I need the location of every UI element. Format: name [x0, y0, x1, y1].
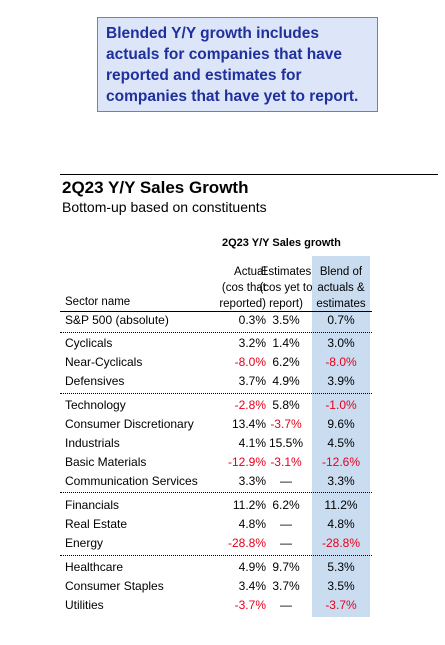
actual-cell: 13.4% — [231, 417, 266, 431]
actual-cell: 3.3% — [238, 474, 266, 488]
actual-cell: 4.1% — [238, 436, 266, 450]
sector-cell: Real Estate — [65, 517, 128, 531]
header-blend-line3: estimates — [316, 298, 366, 310]
estimates-cell: 9.7% — [272, 560, 300, 574]
header-actual-line2: (cos that — [221, 282, 266, 294]
sector-cell: Cyclicals — [65, 336, 113, 350]
table-row: Communication Services 3.3% — 3.3% — [62, 474, 372, 492]
header-blend-line1: Blend of — [319, 266, 363, 278]
table-title: 2Q23 Y/Y Sales growth — [222, 237, 341, 249]
actual-cell: -8.0% — [234, 355, 266, 369]
blend-cell: 3.0% — [327, 336, 355, 350]
estimates-cell: -3.7% — [270, 417, 302, 431]
table-row: Cyclicals 3.2% 1.4% 3.0% — [62, 336, 372, 354]
estimates-cell: — — [280, 474, 292, 488]
table-row: Basic Materials -12.9% -3.1% -12.6% — [62, 455, 372, 473]
actual-cell: 4.8% — [238, 517, 266, 531]
estimates-cell: 3.7% — [272, 579, 300, 593]
estimates-cell: — — [280, 517, 292, 531]
blend-cell: -8.0% — [325, 355, 357, 369]
sector-cell: Near-Cyclicals — [65, 355, 143, 369]
actual-cell: 3.4% — [238, 579, 266, 593]
actual-cell: 3.7% — [238, 374, 266, 388]
table-row: Industrials 4.1% 15.5% 4.5% — [62, 436, 372, 454]
table-row: Financials 11.2% 6.2% 11.2% — [62, 498, 372, 516]
estimates-cell: 6.2% — [272, 498, 300, 512]
estimates-cell: 5.8% — [272, 398, 300, 412]
blend-cell: 4.5% — [327, 436, 355, 450]
estimates-cell: — — [280, 536, 292, 550]
table-row: Consumer Discretionary 13.4% -3.7% 9.6% — [62, 417, 372, 435]
blend-cell: 9.6% — [327, 417, 355, 431]
header-sector-name: Sector name — [65, 296, 131, 308]
header-estimates-line2: (cos yet to — [259, 282, 313, 294]
sector-cell: Technology — [65, 398, 126, 412]
sector-cell: Industrials — [65, 436, 120, 450]
actual-cell: 4.9% — [238, 560, 266, 574]
blend-cell: 3.5% — [327, 579, 355, 593]
actual-cell: 11.2% — [232, 498, 266, 512]
table-row: Near-Cyclicals -8.0% 6.2% -8.0% — [62, 355, 372, 373]
actual-cell: -28.8% — [227, 536, 266, 550]
callout-note: Blended Y/Y growth includes actuals for … — [97, 17, 378, 112]
table-row: S&P 500 (absolute) 0.3% 3.5% 0.7% — [62, 313, 372, 331]
actual-cell: -2.8% — [234, 398, 266, 412]
title-rule — [60, 174, 438, 175]
sector-cell: Communication Services — [65, 474, 198, 488]
sector-cell: Basic Materials — [65, 455, 147, 469]
sector-cell: Consumer Staples — [65, 579, 164, 593]
header-blend-line2: actuals & — [317, 282, 365, 294]
sector-cell: Consumer Discretionary — [65, 417, 194, 431]
page-subtitle: Bottom-up based on constituents — [62, 199, 267, 215]
group-divider — [60, 332, 372, 333]
sector-cell: Utilities — [65, 598, 104, 612]
table-row: Energy -28.8% — -28.8% — [62, 536, 372, 554]
actual-cell: 3.2% — [238, 336, 266, 350]
table-row: Real Estate 4.8% — 4.8% — [62, 517, 372, 535]
sector-cell: S&P 500 (absolute) — [65, 313, 169, 327]
estimates-cell: 3.5% — [272, 313, 300, 327]
blend-cell: 5.3% — [327, 560, 355, 574]
header-rule — [60, 311, 372, 312]
page-title: 2Q23 Y/Y Sales Growth — [62, 178, 249, 197]
actual-cell: -3.7% — [234, 598, 266, 612]
sector-cell: Defensives — [65, 374, 125, 388]
header-estimates: Estimates (cos yet to report) — [250, 264, 322, 312]
estimates-cell: 1.4% — [272, 336, 300, 350]
blend-cell: 3.3% — [327, 474, 355, 488]
header-actual-line3: reported) — [219, 298, 266, 310]
sector-cell: Healthcare — [65, 560, 124, 574]
group-divider — [60, 555, 372, 556]
estimates-cell: -3.1% — [270, 455, 302, 469]
header-actual: Actual (cos that reported) — [190, 264, 266, 312]
blend-column-highlight — [312, 256, 370, 617]
table-row: Technology -2.8% 5.8% -1.0% — [62, 398, 372, 416]
estimates-cell: — — [280, 598, 292, 612]
table-row: Defensives 3.7% 4.9% 3.9% — [62, 374, 372, 392]
blend-cell: -28.8% — [321, 536, 361, 550]
table-row: Consumer Staples 3.4% 3.7% 3.5% — [62, 579, 372, 597]
blend-cell: 11.2% — [324, 498, 358, 512]
blend-cell: 4.8% — [327, 517, 355, 531]
estimates-cell: 6.2% — [272, 355, 300, 369]
blend-cell: -1.0% — [325, 398, 357, 412]
header-blend: Blend of actuals & estimates — [312, 264, 370, 312]
estimates-cell: 15.5% — [268, 436, 304, 450]
group-divider — [60, 492, 372, 493]
blend-cell: 3.9% — [327, 374, 355, 388]
blend-cell: 0.7% — [327, 313, 355, 327]
table-row: Healthcare 4.9% 9.7% 5.3% — [62, 560, 372, 578]
table-row: Utilities -3.7% — -3.7% — [62, 598, 372, 616]
sector-cell: Financials — [65, 498, 120, 512]
header-estimates-line1: Estimates — [260, 266, 312, 278]
header-actual-line1: Actual — [234, 266, 266, 278]
sector-cell: Energy — [65, 536, 104, 550]
header-estimates-line3: report) — [269, 298, 303, 310]
group-divider — [60, 393, 372, 394]
actual-cell: 0.3% — [238, 313, 266, 327]
actual-cell: -12.9% — [227, 455, 266, 469]
blend-cell: -3.7% — [325, 598, 357, 612]
estimates-cell: 4.9% — [272, 374, 300, 388]
blend-cell: -12.6% — [321, 455, 361, 469]
